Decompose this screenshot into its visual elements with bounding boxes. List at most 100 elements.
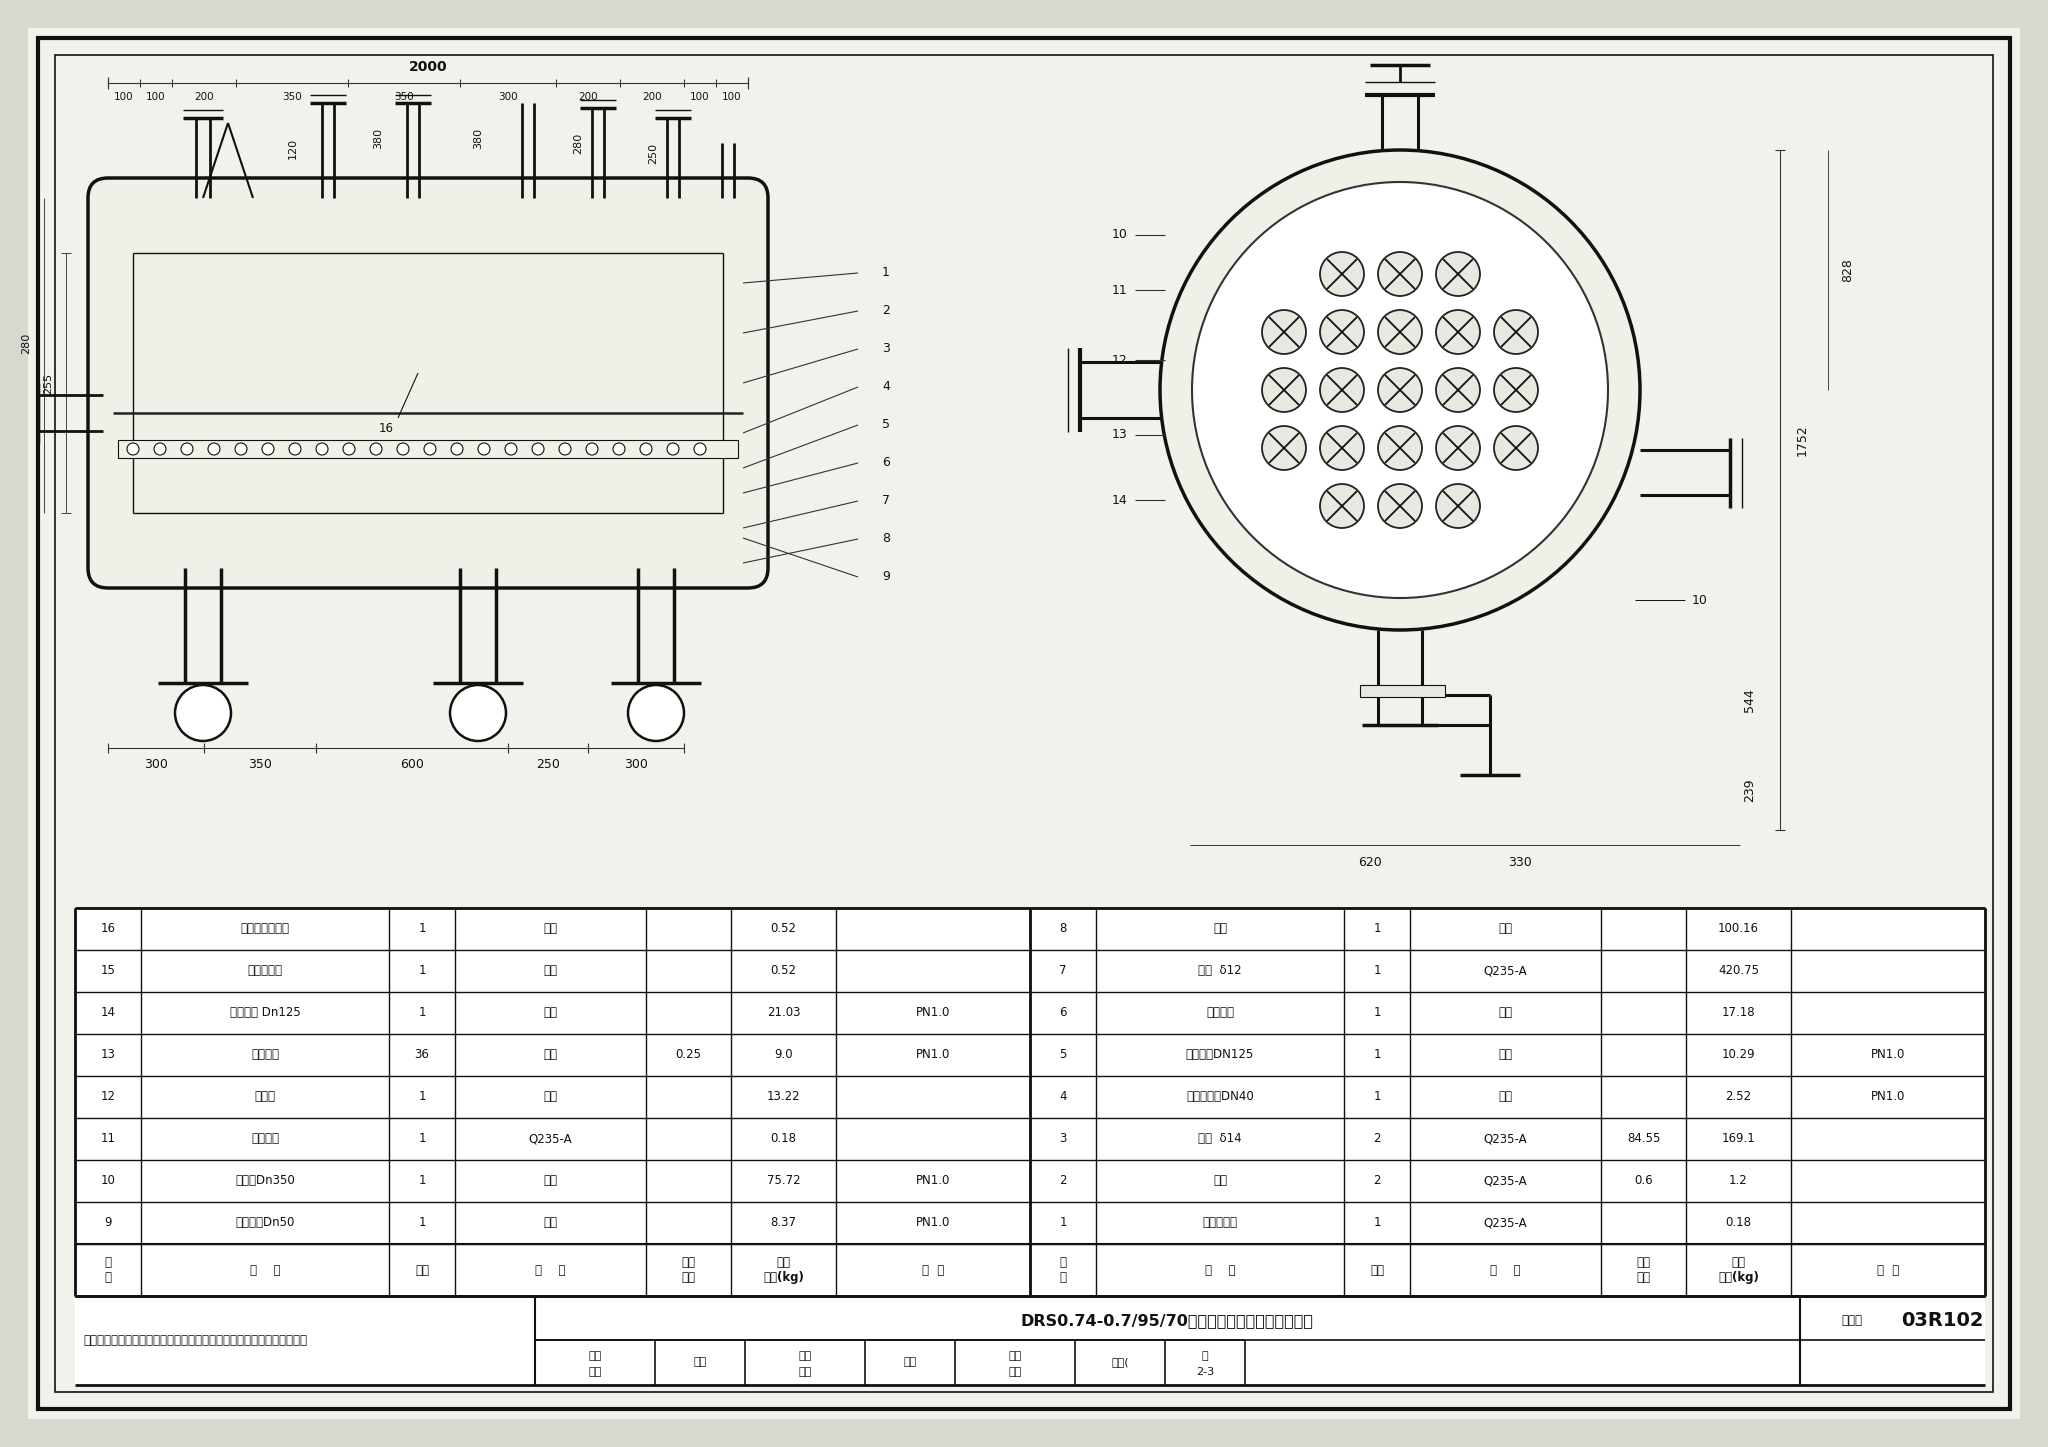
Text: 8.37: 8.37 xyxy=(770,1217,797,1230)
Text: 280: 280 xyxy=(573,132,584,153)
Circle shape xyxy=(1436,368,1481,412)
Text: 7: 7 xyxy=(883,495,891,508)
Text: 100.16: 100.16 xyxy=(1718,923,1759,936)
Text: 350: 350 xyxy=(283,93,301,101)
Text: 1: 1 xyxy=(1374,1049,1380,1062)
Text: 附  注: 附 注 xyxy=(1876,1263,1898,1276)
Text: 380: 380 xyxy=(373,127,383,149)
Text: 排污管座Dn50: 排污管座Dn50 xyxy=(236,1217,295,1230)
Text: 吴後: 吴後 xyxy=(1008,1367,1022,1378)
Text: 2: 2 xyxy=(883,304,891,317)
Circle shape xyxy=(236,443,248,454)
Text: 总计
重量(kg): 总计 重量(kg) xyxy=(764,1256,805,1283)
Circle shape xyxy=(289,443,301,454)
Text: 支撑管: 支撑管 xyxy=(254,1091,276,1104)
Text: 2000: 2000 xyxy=(410,59,446,74)
Text: 200: 200 xyxy=(195,93,213,101)
Circle shape xyxy=(1436,252,1481,297)
Text: 330: 330 xyxy=(1507,857,1532,870)
Text: 420.75: 420.75 xyxy=(1718,965,1759,978)
Text: 6: 6 xyxy=(1059,1007,1067,1020)
Text: 250: 250 xyxy=(537,757,559,770)
Circle shape xyxy=(154,443,166,454)
Circle shape xyxy=(1262,368,1307,412)
Text: 1: 1 xyxy=(418,1091,426,1104)
Text: 75.72: 75.72 xyxy=(766,1175,801,1188)
Text: 材    料: 材 料 xyxy=(535,1263,565,1276)
Circle shape xyxy=(315,443,328,454)
Text: 总计
重量(kg): 总计 重量(kg) xyxy=(1718,1256,1759,1283)
Text: 84.55: 84.55 xyxy=(1626,1133,1661,1146)
Text: 进水管座 Dn125: 进水管座 Dn125 xyxy=(229,1007,301,1020)
Circle shape xyxy=(1321,252,1364,297)
Text: 筒体  δ12: 筒体 δ12 xyxy=(1198,965,1241,978)
Circle shape xyxy=(559,443,571,454)
Text: 6: 6 xyxy=(883,456,891,469)
Text: 300: 300 xyxy=(625,757,647,770)
Circle shape xyxy=(451,443,463,454)
Text: 组件: 组件 xyxy=(1499,1049,1513,1062)
Text: 36: 36 xyxy=(414,1049,430,1062)
Text: 11: 11 xyxy=(1112,284,1128,297)
Text: PN1.0: PN1.0 xyxy=(915,1217,950,1230)
Text: 200: 200 xyxy=(643,93,662,101)
Text: 1: 1 xyxy=(1374,965,1380,978)
Text: 239: 239 xyxy=(1743,778,1757,802)
Text: 9: 9 xyxy=(883,570,891,583)
Text: 组件: 组件 xyxy=(543,923,557,936)
Circle shape xyxy=(1262,425,1307,470)
Circle shape xyxy=(1159,150,1640,629)
Text: 温度计座: 温度计座 xyxy=(252,1133,279,1146)
Bar xyxy=(1360,684,1446,697)
Text: 100: 100 xyxy=(723,93,741,101)
Text: 600: 600 xyxy=(399,757,424,770)
Text: 名    称: 名 称 xyxy=(250,1263,281,1276)
Circle shape xyxy=(424,443,436,454)
Text: 1: 1 xyxy=(418,923,426,936)
Text: 7: 7 xyxy=(1059,965,1067,978)
Text: 0.6: 0.6 xyxy=(1634,1175,1653,1188)
Bar xyxy=(76,909,1985,1297)
Text: 350: 350 xyxy=(248,757,272,770)
Text: 审核: 审核 xyxy=(588,1350,602,1360)
Text: 4: 4 xyxy=(1059,1091,1067,1104)
Text: 100: 100 xyxy=(690,93,711,101)
Text: 2: 2 xyxy=(1374,1133,1380,1146)
Circle shape xyxy=(586,443,598,454)
Text: 255: 255 xyxy=(43,372,53,394)
Text: 矿色: 矿色 xyxy=(903,1357,918,1367)
Text: 1: 1 xyxy=(418,1217,426,1230)
Text: 13: 13 xyxy=(1112,428,1128,441)
Text: 出水管座DN125: 出水管座DN125 xyxy=(1186,1049,1253,1062)
Text: 828: 828 xyxy=(1841,258,1855,282)
Text: 压力表管座: 压力表管座 xyxy=(1202,1217,1237,1230)
Text: Q235-A: Q235-A xyxy=(528,1133,571,1146)
Text: 1: 1 xyxy=(1059,1217,1067,1230)
Circle shape xyxy=(342,443,354,454)
Text: 1.2: 1.2 xyxy=(1729,1175,1747,1188)
Circle shape xyxy=(1321,310,1364,355)
Text: 组件: 组件 xyxy=(1499,923,1513,936)
Text: Q235-A: Q235-A xyxy=(1483,1133,1528,1146)
Circle shape xyxy=(1321,483,1364,528)
Text: 1: 1 xyxy=(418,1133,426,1146)
Text: 序
号: 序 号 xyxy=(104,1256,111,1283)
Circle shape xyxy=(1321,425,1364,470)
Circle shape xyxy=(1493,310,1538,355)
Circle shape xyxy=(262,443,274,454)
Bar xyxy=(119,440,737,459)
Text: 组件: 组件 xyxy=(1499,1007,1513,1020)
Text: Q235-A: Q235-A xyxy=(1483,1175,1528,1188)
Text: 21.03: 21.03 xyxy=(766,1007,801,1020)
Text: 12: 12 xyxy=(100,1091,115,1104)
Circle shape xyxy=(639,443,651,454)
Text: PN1.0: PN1.0 xyxy=(1870,1091,1905,1104)
Text: 14: 14 xyxy=(100,1007,115,1020)
Text: 页: 页 xyxy=(1202,1350,1208,1360)
Text: 检查孔Dn350: 检查孔Dn350 xyxy=(236,1175,295,1188)
Text: 380: 380 xyxy=(473,127,483,149)
Text: 544: 544 xyxy=(1743,689,1757,712)
Circle shape xyxy=(477,443,489,454)
Circle shape xyxy=(612,443,625,454)
Text: 5: 5 xyxy=(883,418,891,431)
